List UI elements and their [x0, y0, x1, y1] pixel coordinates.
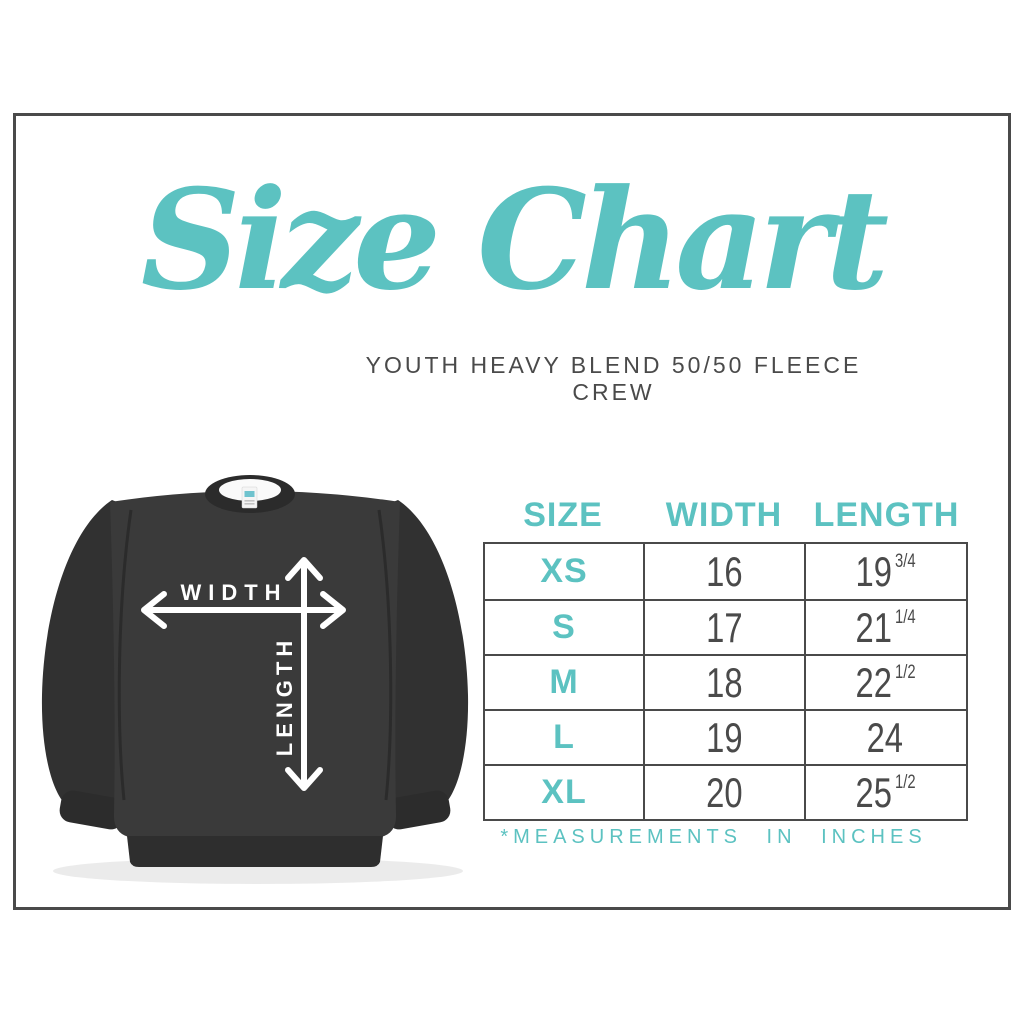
- size-cell: XS: [540, 552, 588, 590]
- left-seam: [117, 509, 133, 801]
- table-row: XL 20 25 1/2: [485, 764, 966, 819]
- size-chart-title: Size Chart: [140, 158, 889, 321]
- table-row: S 17 21 1/4: [485, 599, 966, 654]
- size-table-header: SIZE WIDTH LENGTH: [483, 494, 968, 536]
- width-cell: 19: [643, 711, 804, 764]
- length-fraction: 1/2: [895, 771, 917, 793]
- length-cell: 24: [804, 711, 966, 764]
- sweatshirt-illustration: WIDTH LENGTH: [41, 475, 469, 884]
- width-cell: 20: [643, 766, 804, 819]
- sweatshirt-right-sleeve: [378, 500, 469, 814]
- header-length: LENGTH: [813, 496, 960, 534]
- width-cell: 18: [643, 656, 804, 709]
- table-row: L 19 24: [485, 709, 966, 764]
- size-table: XS 16 19 3/4 S 17 21 1/4 M 18 22 1/2: [483, 542, 968, 821]
- size-cell: L: [553, 718, 575, 756]
- hem-band: [127, 836, 383, 867]
- right-cuff: [385, 790, 451, 830]
- length-arrow-label: LENGTH: [272, 636, 297, 756]
- length-cell: 25 1/2: [804, 766, 966, 819]
- product-subtitle: YOUTH HEAVY BLEND 50/50 FLEECE CREW: [365, 352, 862, 405]
- table-row: XS 16 19 3/4: [485, 544, 966, 599]
- length-fraction: 1/4: [895, 606, 917, 628]
- sweatshirt-left-sleeve: [41, 500, 132, 814]
- length-cell: 19 3/4: [804, 544, 966, 599]
- length-fraction: 1/2: [895, 661, 917, 683]
- header-size: SIZE: [523, 496, 603, 534]
- right-seam: [377, 509, 393, 801]
- left-cuff: [59, 790, 125, 830]
- width-arrowhead-left: [141, 591, 167, 629]
- border-frame: Size Chart YOUTH HEAVY BLEND 50/50 FLEEC…: [13, 113, 1011, 910]
- length-arrowhead-top: [285, 557, 323, 581]
- length-cell: 21 1/4: [804, 601, 966, 654]
- neck-tag: [241, 486, 258, 509]
- length-fraction: 3/4: [895, 550, 917, 572]
- width-arrow-label: WIDTH: [180, 580, 287, 605]
- measurement-note: *MEASUREMENTS IN INCHES: [500, 826, 927, 848]
- sweatshirt-body: [110, 491, 400, 838]
- width-cell: 17: [643, 601, 804, 654]
- table-row: M 18 22 1/2: [485, 654, 966, 709]
- width-cell: 16: [643, 544, 804, 599]
- width-arrowhead-right: [320, 591, 346, 629]
- size-cell: S: [552, 608, 576, 646]
- size-cell: M: [549, 663, 579, 701]
- length-cell: 22 1/2: [804, 656, 966, 709]
- size-cell: XL: [541, 773, 587, 811]
- header-width: WIDTH: [665, 496, 783, 534]
- length-arrowhead-bottom: [285, 767, 323, 791]
